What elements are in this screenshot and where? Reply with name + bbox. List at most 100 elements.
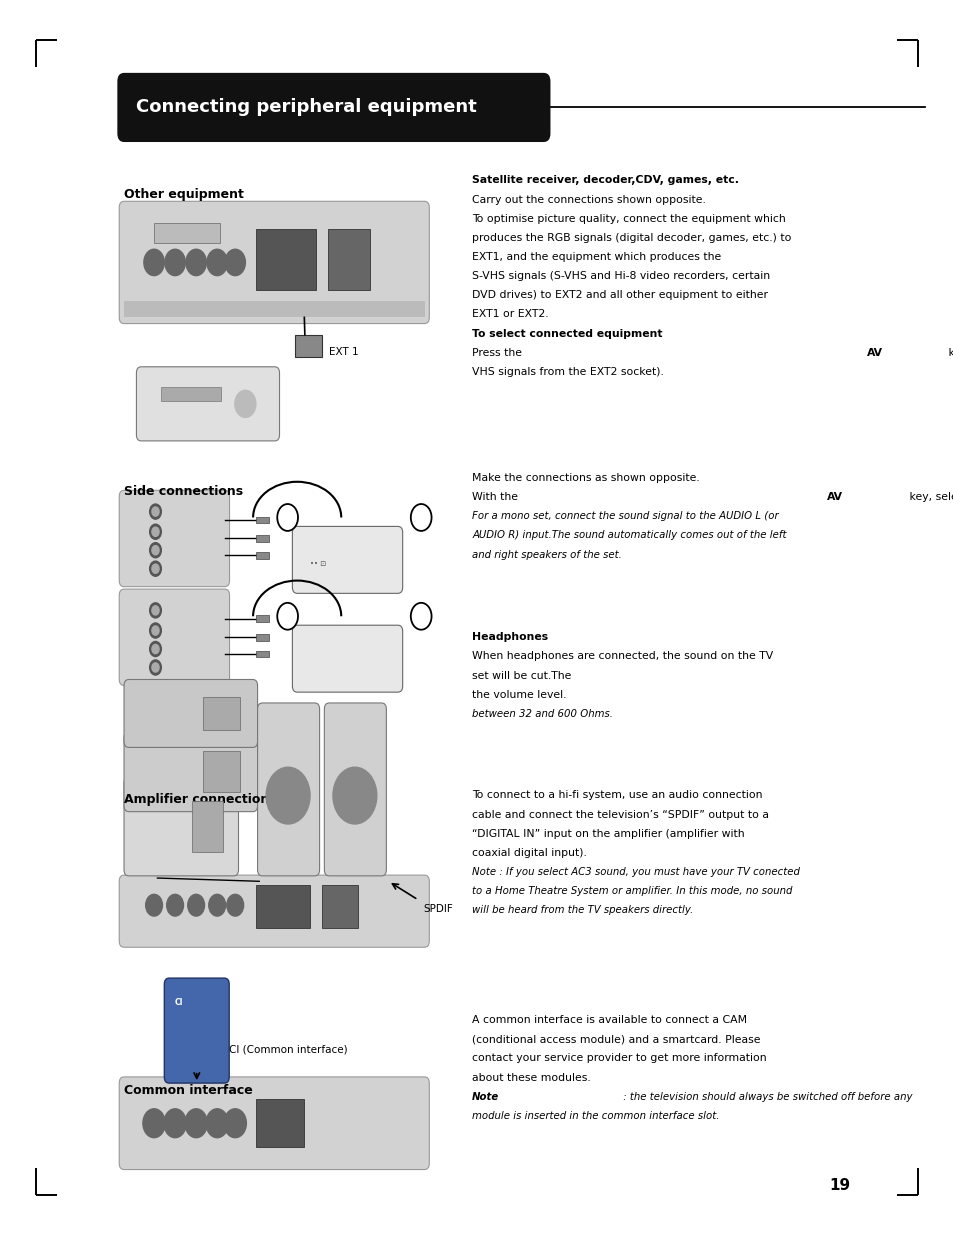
Circle shape [165,249,185,275]
Text: Press the: Press the [472,347,525,358]
Circle shape [206,1109,228,1137]
FancyBboxPatch shape [164,978,229,1083]
Circle shape [188,894,204,916]
Text: CI: CI [174,998,183,1008]
Circle shape [152,527,159,536]
Bar [161,388,221,401]
Text: (conditional access module) and a smartcard. Please: (conditional access module) and a smartc… [472,1035,760,1045]
Text: : the television should always be switched off before any: : the television should always be switch… [619,1092,911,1102]
FancyBboxPatch shape [124,731,257,811]
Bar [192,800,223,852]
Circle shape [277,504,297,531]
Text: produces the RGB signals (digital decoder, games, etc.) to: produces the RGB signals (digital decode… [472,232,791,243]
Bar [256,884,310,927]
Text: EXT1 or EXT2.: EXT1 or EXT2. [472,309,548,320]
Text: between 32 and 600 Ohms.: between 32 and 600 Ohms. [472,709,613,719]
Circle shape [411,603,431,630]
Text: To optimise picture quality, connect the equipment which: To optimise picture quality, connect the… [472,214,785,224]
Text: To connect to a hi-fi system, use an audio connection: To connect to a hi-fi system, use an aud… [472,790,762,800]
Bar [328,230,370,290]
FancyBboxPatch shape [119,876,429,947]
Bar [124,301,424,317]
Text: set will be cut.The: set will be cut.The [472,671,575,680]
Bar [256,651,269,657]
Text: Amplifier connection: Amplifier connection [124,793,269,806]
Circle shape [266,767,310,824]
Circle shape [333,767,376,824]
Text: Headphones: Headphones [472,632,548,642]
Circle shape [150,524,161,540]
FancyBboxPatch shape [292,625,402,692]
Text: coaxial digital input).: coaxial digital input). [472,848,586,858]
Circle shape [152,605,159,615]
FancyBboxPatch shape [119,201,429,324]
Text: EXT 1: EXT 1 [329,347,358,357]
Text: and right speakers of the set.: and right speakers of the set. [472,550,621,559]
Circle shape [167,894,183,916]
Text: Carry out the connections shown opposite.: Carry out the connections shown opposite… [472,195,705,205]
Circle shape [152,564,159,573]
Text: Note: Note [472,1092,499,1102]
Text: module is inserted in the common interface slot.: module is inserted in the common interfa… [472,1112,719,1121]
Text: AV: AV [826,492,842,503]
FancyBboxPatch shape [257,703,319,876]
Text: •• ⊡: •• ⊡ [310,561,326,567]
Text: AV: AV [865,347,882,358]
Circle shape [150,641,161,657]
Text: EXT1, and the equipment which produces the: EXT1, and the equipment which produces t… [472,252,720,262]
Circle shape [152,626,159,635]
Text: Connecting peripheral equipment: Connecting peripheral equipment [136,99,476,116]
Circle shape [277,603,297,630]
Text: the volume level.: the volume level. [472,689,570,700]
FancyBboxPatch shape [136,367,279,441]
Bar [256,615,269,622]
Text: For a mono set, connect the sound signal to the AUDIO L (or: For a mono set, connect the sound signal… [472,511,778,521]
Circle shape [143,1109,165,1137]
FancyBboxPatch shape [324,703,386,876]
Bar [256,634,269,641]
Circle shape [146,894,162,916]
Text: to a Home Theatre System or amplifier. In this mode, no sound: to a Home Theatre System or amplifier. I… [472,887,792,897]
Text: cable and connect the television’s “SPDIF” output to a: cable and connect the television’s “SPDI… [472,810,768,820]
Text: about these modules.: about these modules. [472,1072,590,1083]
Circle shape [150,542,161,558]
Circle shape [411,504,431,531]
Text: key, select: key, select [905,492,953,503]
Text: “DIGITAL IN” input on the amplifier (amplifier with: “DIGITAL IN” input on the amplifier (amp… [472,829,744,839]
Circle shape [185,1109,207,1137]
Text: CI (Common interface): CI (Common interface) [229,1044,348,1055]
FancyBboxPatch shape [124,679,257,747]
Circle shape [234,390,255,417]
Bar [154,222,220,242]
Circle shape [152,546,159,555]
Text: DVD drives) to EXT2 and all other equipment to either: DVD drives) to EXT2 and all other equipm… [472,290,767,300]
Circle shape [150,561,161,577]
Bar [322,884,358,927]
FancyBboxPatch shape [119,1077,429,1170]
Bar [203,697,240,730]
FancyBboxPatch shape [119,589,230,685]
Circle shape [186,249,206,275]
FancyBboxPatch shape [124,777,238,876]
Circle shape [224,1109,246,1137]
Text: To select connected equipment: To select connected equipment [472,329,662,338]
Bar [203,751,240,792]
Circle shape [152,663,159,672]
Text: With the: With the [472,492,521,503]
Circle shape [207,249,227,275]
Circle shape [225,249,245,275]
Text: contact your service provider to get more information: contact your service provider to get mor… [472,1053,766,1063]
Circle shape [150,504,161,519]
Text: Common interface: Common interface [124,1084,253,1098]
Circle shape [227,894,243,916]
Bar [256,552,269,558]
Text: A common interface is available to connect a CAM: A common interface is available to conne… [472,1015,746,1025]
Text: When headphones are connected, the sound on the TV: When headphones are connected, the sound… [472,652,773,662]
Text: VHS signals from the EXT2 socket).: VHS signals from the EXT2 socket). [472,367,663,377]
Text: Note : If you select AC3 sound, you must have your TV conected: Note : If you select AC3 sound, you must… [472,867,800,877]
FancyBboxPatch shape [292,526,402,593]
Text: Make the connections as shown opposite.: Make the connections as shown opposite. [472,473,700,483]
Circle shape [150,603,161,618]
Text: SPDIF: SPDIF [422,904,452,914]
Text: key to select: key to select [944,347,953,358]
